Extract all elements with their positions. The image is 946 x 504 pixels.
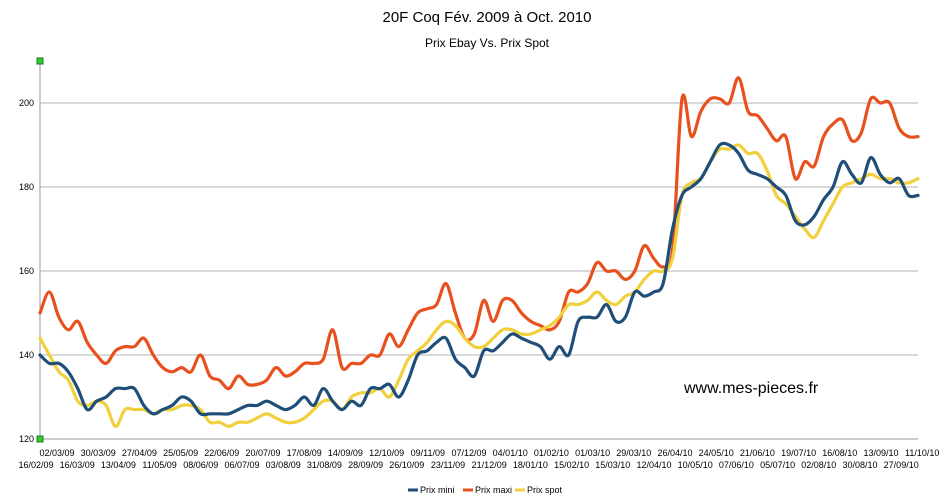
legend-label-prix-mini: Prix mini <box>420 485 455 495</box>
chart-title: 20F Coq Fév. 2009 à Oct. 2010 <box>382 9 591 26</box>
x-tick-label: 09/11/09 <box>411 448 445 458</box>
chart-subtitle: Prix Ebay Vs. Prix Spot <box>425 36 550 50</box>
x-tick-label: 10/05/10 <box>678 460 713 470</box>
y-tick-labels: 120 140 160 180 200 <box>19 98 34 444</box>
x-tick-label: 21/06/10 <box>740 448 775 458</box>
x-tick-label: 07/06/10 <box>719 460 754 470</box>
x-tick-label: 28/09/09 <box>348 460 383 470</box>
selection-handles <box>36 57 44 443</box>
x-tick-label: 02/08/10 <box>801 460 836 470</box>
y-tick-label: 180 <box>19 182 34 192</box>
x-tick-label: 18/01/10 <box>513 460 548 470</box>
legend: Prix mini Prix maxi Prix spot <box>408 485 563 495</box>
x-tick-label: 07/12/09 <box>451 448 486 458</box>
x-tick-label: 14/09/09 <box>328 448 363 458</box>
x-tick-label: 12/10/09 <box>369 448 404 458</box>
x-tick-label: 24/05/10 <box>699 448 734 458</box>
x-tick-label: 16/08/10 <box>822 448 857 458</box>
series-line-prix-maxi <box>38 76 920 391</box>
legend-label-prix-maxi: Prix maxi <box>475 485 512 495</box>
x-tick-label: 11/05/09 <box>142 460 176 470</box>
series-line-prix-mini <box>38 141 920 417</box>
plot-frame <box>39 61 918 440</box>
y-tick-label: 160 <box>19 266 34 276</box>
x-tick-label: 23/11/09 <box>431 460 465 470</box>
x-tick-label: 06/07/09 <box>224 460 259 470</box>
x-tick-label: 02/03/09 <box>39 448 74 458</box>
x-tick-label: 27/04/09 <box>122 448 157 458</box>
axis-handle-bottom <box>36 435 44 443</box>
x-tick-label: 21/12/09 <box>472 460 507 470</box>
x-tick-label: 29/03/10 <box>616 448 651 458</box>
x-tick-label: 12/04/10 <box>636 460 671 470</box>
y-tick-label: 200 <box>19 98 34 108</box>
watermark-text: www.mes-pieces.fr <box>683 380 819 397</box>
x-tick-label: 04/01/10 <box>493 448 528 458</box>
x-tick-label: 16/03/09 <box>60 460 95 470</box>
x-tick-label: 11/10/10 <box>905 448 939 458</box>
x-tick-label: 15/02/10 <box>554 460 589 470</box>
x-tick-label: 16/02/09 <box>18 460 53 470</box>
series-layer <box>38 76 920 428</box>
x-tick-label: 26/10/09 <box>389 460 424 470</box>
x-tick-label: 26/04/10 <box>657 448 692 458</box>
x-tick-label: 15/03/10 <box>595 460 630 470</box>
y-tick-label: 120 <box>19 434 34 444</box>
x-tick-label: 30/08/10 <box>842 460 877 470</box>
legend-label-prix-spot: Prix spot <box>527 485 563 495</box>
grid-layer <box>40 102 918 356</box>
x-tick-label: 13/04/09 <box>101 460 136 470</box>
x-tick-label: 05/07/10 <box>760 460 795 470</box>
x-tick-labels: 16/02/09 16/03/09 13/04/09 11/05/09 08/06/09… <box>18 448 939 470</box>
x-tick-label: 17/08/09 <box>287 448 322 458</box>
x-tick-label: 25/05/09 <box>163 448 198 458</box>
x-tick-label: 13/09/10 <box>863 448 898 458</box>
x-tick-label: 01/03/10 <box>575 448 610 458</box>
x-tick-label: 30/03/09 <box>81 448 116 458</box>
x-tick-label: 31/08/09 <box>307 460 342 470</box>
x-tick-label: 01/02/10 <box>534 448 569 458</box>
x-tick-label: 19/07/10 <box>781 448 816 458</box>
x-tick-label: 27/09/10 <box>884 460 919 470</box>
x-tick-label: 03/08/09 <box>266 460 301 470</box>
x-tick-label: 08/06/09 <box>183 460 218 470</box>
x-tick-label: 20/07/09 <box>245 448 280 458</box>
y-tick-label: 140 <box>19 350 34 360</box>
x-tick-label: 22/06/09 <box>204 448 239 458</box>
axis-handle-top <box>36 57 44 65</box>
